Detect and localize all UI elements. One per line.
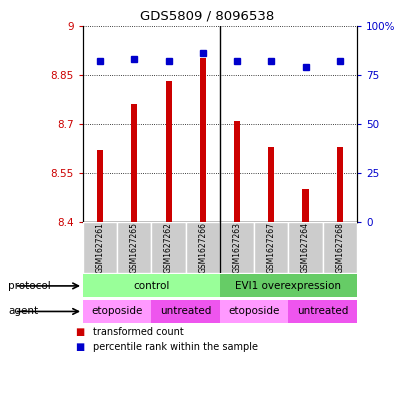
Bar	[220, 274, 357, 298]
Text: agent: agent	[8, 307, 39, 316]
Bar	[83, 274, 220, 298]
Bar	[337, 147, 343, 222]
Bar	[151, 222, 186, 273]
Bar	[254, 222, 288, 273]
Bar	[220, 222, 254, 273]
Text: ■: ■	[75, 327, 84, 337]
Text: GSM1627261: GSM1627261	[95, 222, 105, 273]
Bar	[117, 222, 151, 273]
Bar	[323, 222, 357, 273]
Text: ■: ■	[75, 342, 84, 352]
Text: etoposide: etoposide	[92, 307, 143, 316]
Bar	[186, 222, 220, 273]
Bar	[83, 222, 117, 273]
Text: GSM1627266: GSM1627266	[198, 222, 208, 273]
Bar	[288, 222, 323, 273]
Bar	[220, 300, 288, 323]
Bar	[166, 81, 172, 222]
Text: untreated: untreated	[160, 307, 211, 316]
Bar	[200, 58, 206, 222]
Text: GSM1627268: GSM1627268	[335, 222, 344, 273]
Text: protocol: protocol	[8, 281, 51, 291]
Text: GSM1627262: GSM1627262	[164, 222, 173, 273]
Bar	[151, 300, 220, 323]
Bar	[131, 104, 137, 222]
Bar	[83, 300, 151, 323]
Bar	[97, 150, 103, 222]
Text: GSM1627265: GSM1627265	[130, 222, 139, 273]
Bar	[303, 189, 309, 222]
Text: percentile rank within the sample: percentile rank within the sample	[93, 342, 259, 352]
Text: GSM1627264: GSM1627264	[301, 222, 310, 273]
Bar	[288, 300, 357, 323]
Text: GSM1627267: GSM1627267	[267, 222, 276, 273]
Text: control: control	[133, 281, 170, 291]
Bar	[234, 121, 240, 222]
Text: untreated: untreated	[297, 307, 348, 316]
Text: etoposide: etoposide	[229, 307, 280, 316]
Text: transformed count: transformed count	[93, 327, 184, 337]
Text: EVI1 overexpression: EVI1 overexpression	[235, 281, 342, 291]
Text: GDS5809 / 8096538: GDS5809 / 8096538	[140, 10, 275, 23]
Bar	[268, 147, 274, 222]
Text: GSM1627263: GSM1627263	[232, 222, 242, 273]
